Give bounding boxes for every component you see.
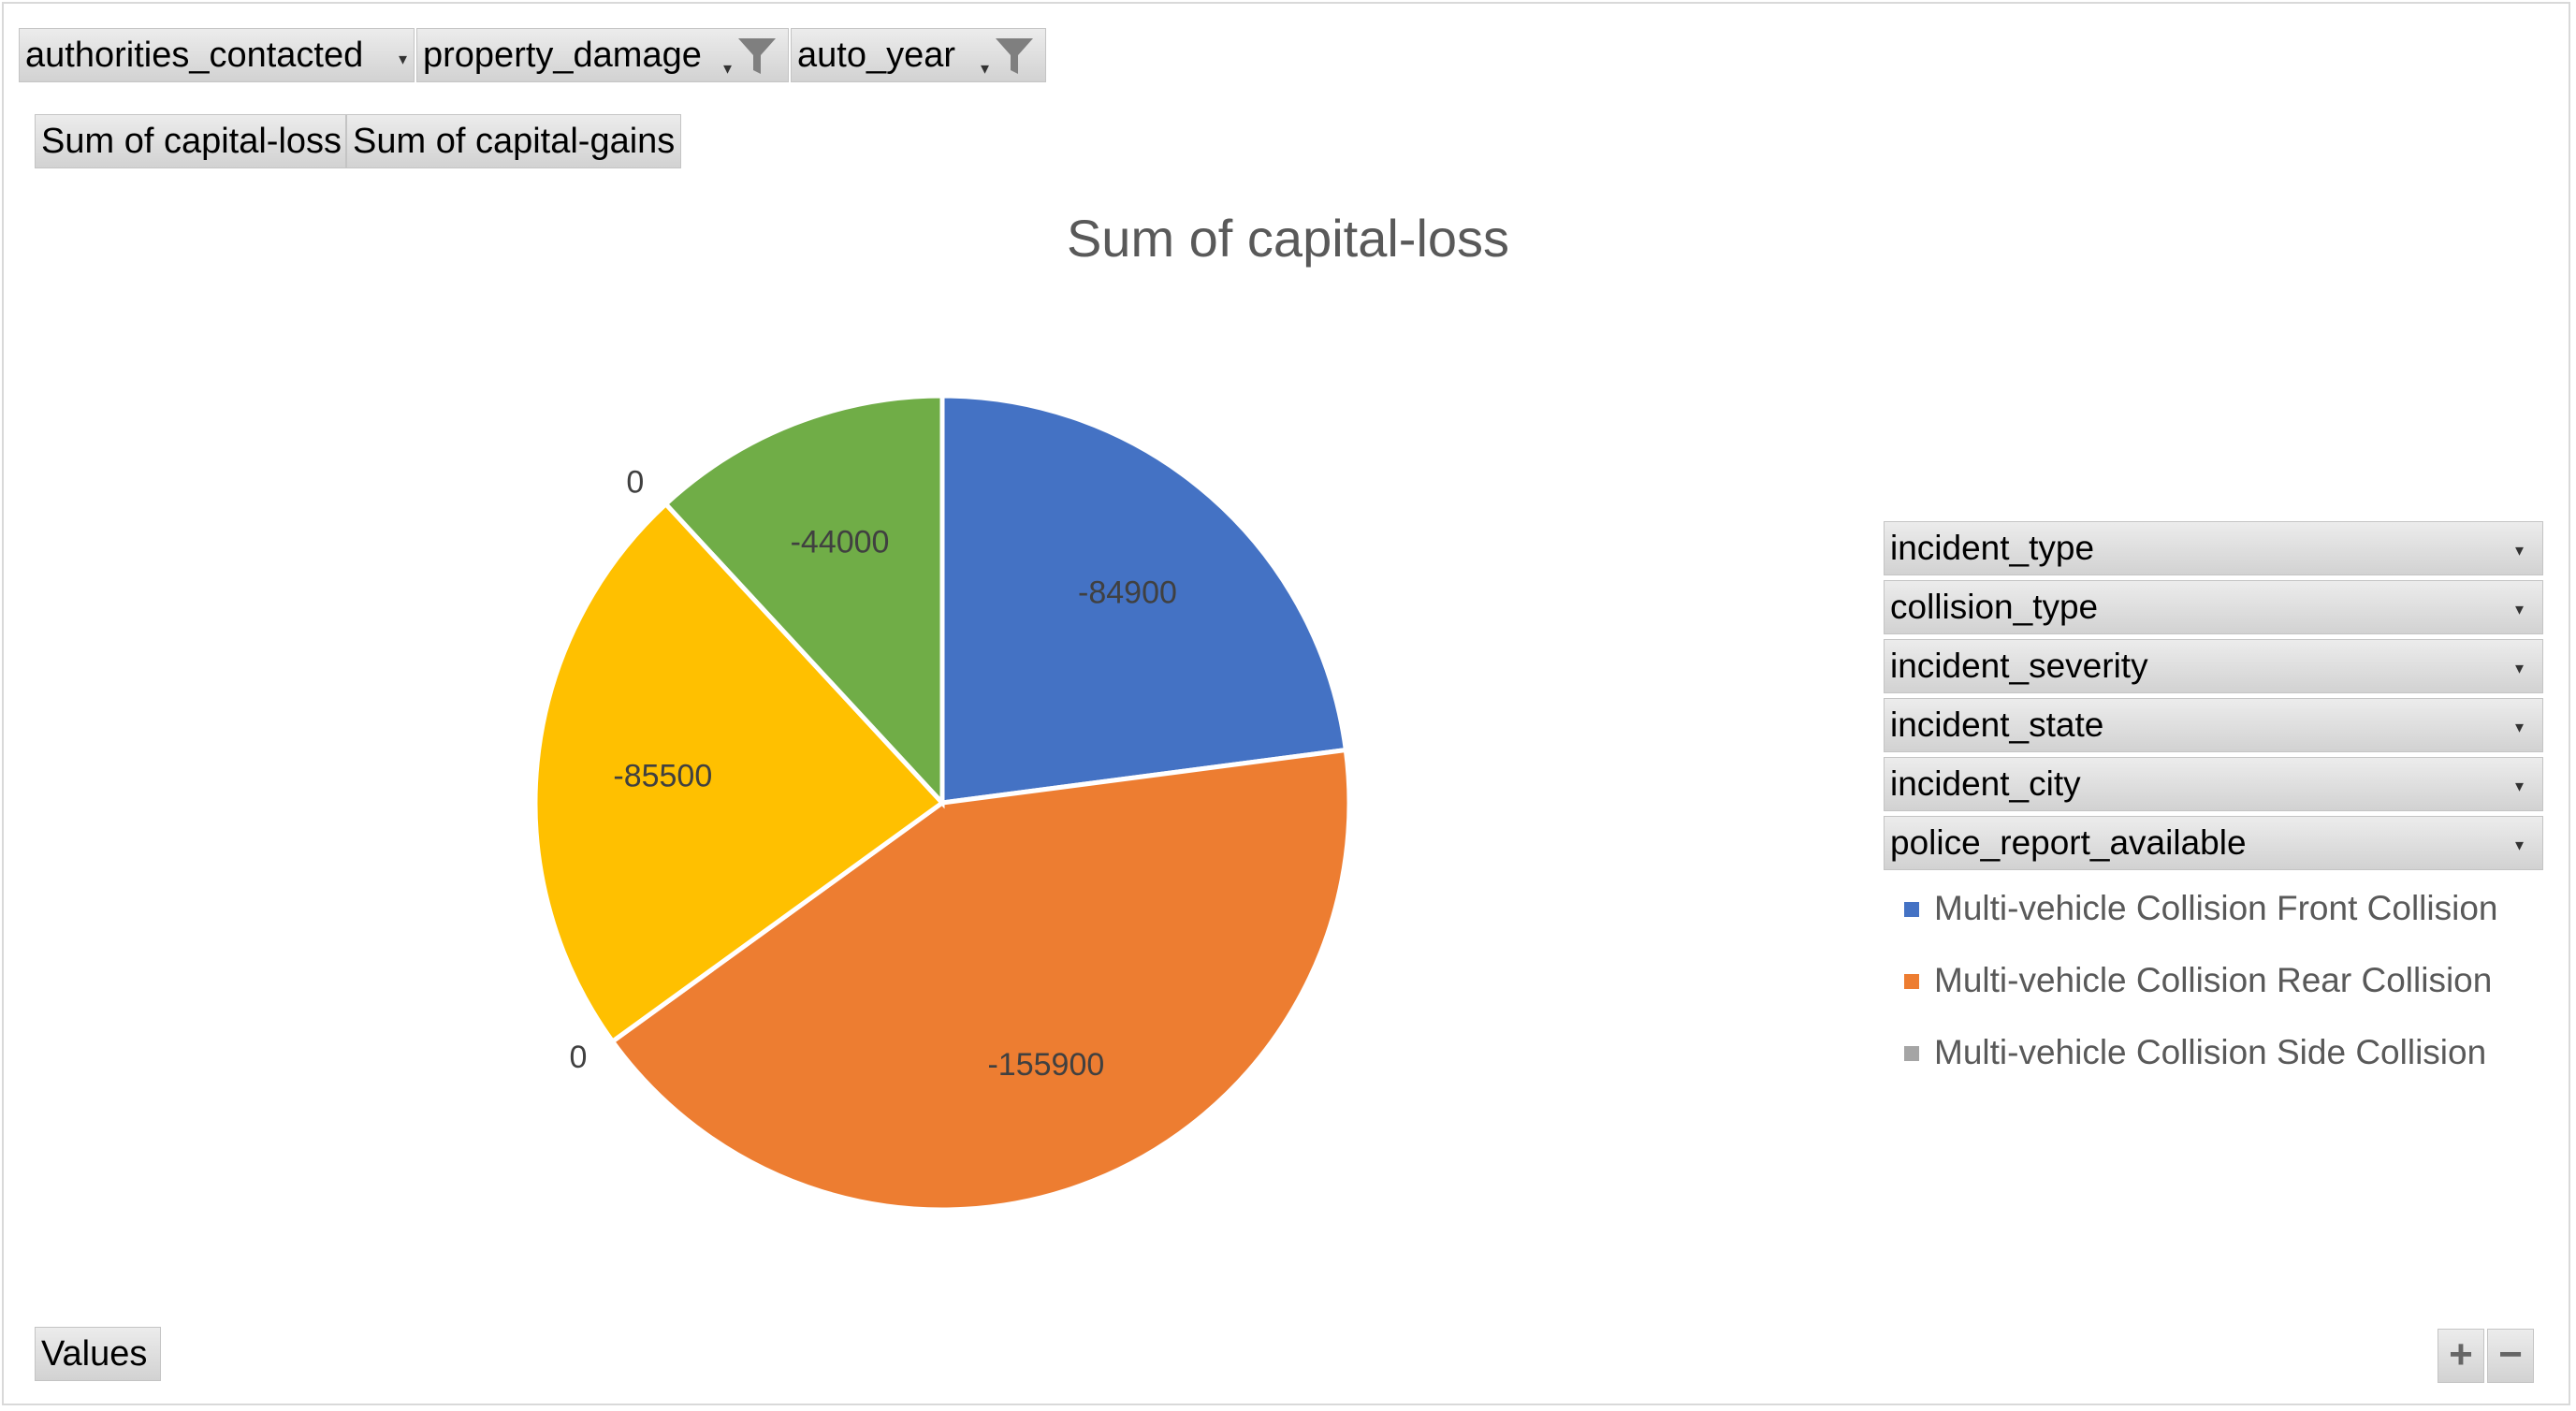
legend-field-label: collision_type [1890,588,2099,626]
legend-entry-label: Multi-vehicle Collision Rear Collision [1934,961,2493,999]
chart-title: Sum of capital-loss [1066,209,1510,268]
value-field-label: Sum of capital-gains [353,122,676,161]
filter-funnel-icon [996,38,1033,74]
value-field-capital-loss[interactable]: Sum of capital-loss [35,114,346,168]
legend-field-incident-state[interactable]: incident_state ▾ [1884,698,2543,752]
filter-property-damage[interactable]: property_damage ▾ [416,28,789,82]
legend-field-incident-city[interactable]: incident_city ▾ [1884,757,2543,811]
filter-funnel-icon [738,38,776,74]
pie-slice[interactable] [662,393,945,809]
zoom-in-button[interactable]: + [2438,1329,2484,1383]
legend-swatch [1904,1046,1919,1061]
legend-swatch [1904,902,1919,917]
zoom-out-button[interactable]: − [2487,1329,2534,1383]
dropdown-icon[interactable]: ▾ [981,59,990,78]
filter-auto-year[interactable]: auto_year ▾ [791,28,1046,82]
filter-label: property_damage [423,36,702,75]
data-label: 0 [569,1040,587,1075]
legend-entry-label: Multi-vehicle Collision Front Collision [1934,889,2498,927]
legend-field-label: police_report_available [1890,823,2247,862]
data-label: -84900 [1078,575,1177,610]
legend-field-label: incident_state [1890,706,2104,744]
pie-slice[interactable] [939,393,1349,806]
legend-field-label: incident_severity [1890,647,2148,685]
legend-field-collision-type[interactable]: collision_type ▾ [1884,580,2543,634]
values-area-button[interactable]: Values [35,1327,161,1381]
data-label: 0 [626,464,644,500]
pie-slice[interactable] [532,501,946,1045]
value-field-capital-gains[interactable]: Sum of capital-gains [346,114,681,168]
dropdown-icon[interactable]: ▾ [2514,541,2524,560]
filter-authorities-contacted[interactable]: authorities_contacted ▾ [19,28,415,82]
legend-field-police-report-available[interactable]: police_report_available ▾ [1884,816,2543,870]
value-field-label: Sum of capital-loss [41,122,342,161]
dropdown-icon[interactable]: ▾ [2514,600,2524,618]
data-label: -155900 [987,1047,1104,1083]
dropdown-icon[interactable]: ▾ [2514,836,2524,854]
filter-label: authorities_contacted [25,36,364,75]
legend-entry-label: Multi-vehicle Collision Side Collision [1934,1033,2487,1071]
dropdown-icon[interactable]: ▾ [2514,718,2524,736]
dropdown-icon[interactable]: ▾ [2514,777,2524,795]
dropdown-icon[interactable]: ▾ [399,50,408,68]
dropdown-icon[interactable]: ▾ [723,59,733,78]
data-label: -85500 [613,758,712,793]
filter-label: auto_year [797,36,956,75]
dropdown-icon[interactable]: ▾ [2514,659,2524,677]
values-area-label: Values [41,1334,148,1374]
legend-field-incident-severity[interactable]: incident_severity ▾ [1884,639,2543,693]
legend-field-incident-type[interactable]: incident_type ▾ [1884,521,2543,575]
data-label: -44000 [791,525,890,560]
legend-swatch [1904,974,1919,989]
legend-field-label: incident_type [1890,529,2095,567]
legend-field-label: incident_city [1890,764,2081,803]
pie-slice[interactable] [609,747,1352,1213]
